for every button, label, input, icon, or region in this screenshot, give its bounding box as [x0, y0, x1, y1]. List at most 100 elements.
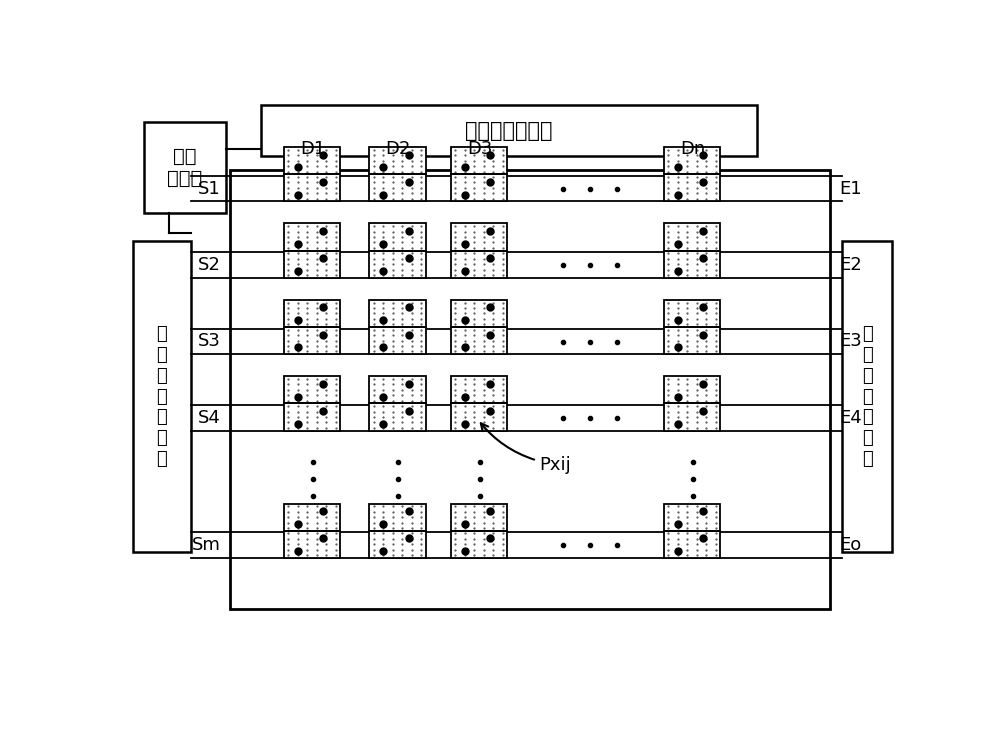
- Bar: [284, 147, 340, 174]
- Bar: [144, 122, 226, 212]
- Text: S4: S4: [197, 409, 220, 427]
- Bar: [284, 300, 340, 327]
- Bar: [230, 171, 830, 609]
- Bar: [450, 404, 507, 431]
- Text: D2: D2: [386, 140, 411, 158]
- Bar: [284, 223, 340, 251]
- Bar: [450, 531, 507, 558]
- Bar: [450, 327, 507, 354]
- Text: S1: S1: [198, 179, 220, 198]
- Bar: [369, 404, 426, 431]
- Bar: [450, 223, 507, 251]
- Bar: [369, 327, 426, 354]
- Bar: [664, 327, 720, 354]
- Text: Eo: Eo: [840, 537, 862, 554]
- Bar: [369, 174, 426, 201]
- Bar: [664, 503, 720, 531]
- Bar: [450, 327, 507, 354]
- Bar: [450, 404, 507, 431]
- Text: E2: E2: [840, 256, 862, 274]
- Bar: [369, 503, 426, 531]
- Bar: [284, 251, 340, 278]
- Bar: [284, 531, 340, 558]
- Bar: [284, 503, 340, 531]
- Bar: [369, 223, 426, 251]
- Bar: [369, 251, 426, 278]
- Text: 发
光
信
号
驱
动
器: 发 光 信 号 驱 动 器: [862, 326, 872, 468]
- Text: S3: S3: [197, 332, 220, 351]
- Bar: [369, 174, 426, 201]
- Bar: [664, 300, 720, 327]
- Bar: [664, 174, 720, 201]
- Bar: [450, 300, 507, 327]
- Bar: [664, 531, 720, 558]
- Bar: [450, 147, 507, 174]
- Text: D1: D1: [300, 140, 326, 158]
- Bar: [664, 251, 720, 278]
- Text: E3: E3: [840, 332, 862, 351]
- Bar: [450, 503, 507, 531]
- Text: 扫
描
信
号
驱
动
器: 扫 描 信 号 驱 动 器: [156, 326, 167, 468]
- Bar: [664, 404, 720, 431]
- Bar: [369, 223, 426, 251]
- Bar: [450, 503, 507, 531]
- Bar: [664, 503, 720, 531]
- Bar: [133, 241, 191, 552]
- Bar: [284, 174, 340, 201]
- Bar: [664, 327, 720, 354]
- Bar: [369, 147, 426, 174]
- Bar: [450, 376, 507, 404]
- Bar: [664, 531, 720, 558]
- Bar: [284, 404, 340, 431]
- Bar: [284, 376, 340, 404]
- Bar: [664, 376, 720, 404]
- Bar: [284, 327, 340, 354]
- Bar: [261, 105, 757, 156]
- Text: D3: D3: [467, 140, 492, 158]
- Text: 时序
控制器: 时序 控制器: [167, 147, 203, 188]
- Bar: [369, 327, 426, 354]
- Bar: [664, 147, 720, 174]
- Bar: [284, 223, 340, 251]
- Text: Dn: Dn: [680, 140, 705, 158]
- Bar: [450, 223, 507, 251]
- Bar: [284, 300, 340, 327]
- Bar: [450, 251, 507, 278]
- Bar: [284, 404, 340, 431]
- Bar: [450, 174, 507, 201]
- Bar: [664, 174, 720, 201]
- Bar: [369, 147, 426, 174]
- Bar: [284, 503, 340, 531]
- Bar: [369, 300, 426, 327]
- Bar: [664, 147, 720, 174]
- Text: Sm: Sm: [191, 537, 220, 554]
- Bar: [450, 147, 507, 174]
- Bar: [369, 531, 426, 558]
- Bar: [369, 376, 426, 404]
- Bar: [450, 300, 507, 327]
- Text: Pxij: Pxij: [481, 423, 571, 473]
- Bar: [369, 251, 426, 278]
- Bar: [450, 251, 507, 278]
- Bar: [284, 376, 340, 404]
- Bar: [664, 404, 720, 431]
- Bar: [842, 241, 892, 552]
- Bar: [450, 174, 507, 201]
- Bar: [369, 376, 426, 404]
- Bar: [369, 531, 426, 558]
- Bar: [284, 251, 340, 278]
- Bar: [664, 251, 720, 278]
- Bar: [369, 300, 426, 327]
- Bar: [450, 531, 507, 558]
- Text: E1: E1: [840, 179, 862, 198]
- Bar: [284, 174, 340, 201]
- Bar: [369, 404, 426, 431]
- Text: 数据信号驱动器: 数据信号驱动器: [465, 121, 552, 140]
- Bar: [369, 503, 426, 531]
- Bar: [664, 300, 720, 327]
- Bar: [664, 223, 720, 251]
- Bar: [284, 147, 340, 174]
- Text: E4: E4: [840, 409, 862, 427]
- Bar: [664, 376, 720, 404]
- Bar: [664, 223, 720, 251]
